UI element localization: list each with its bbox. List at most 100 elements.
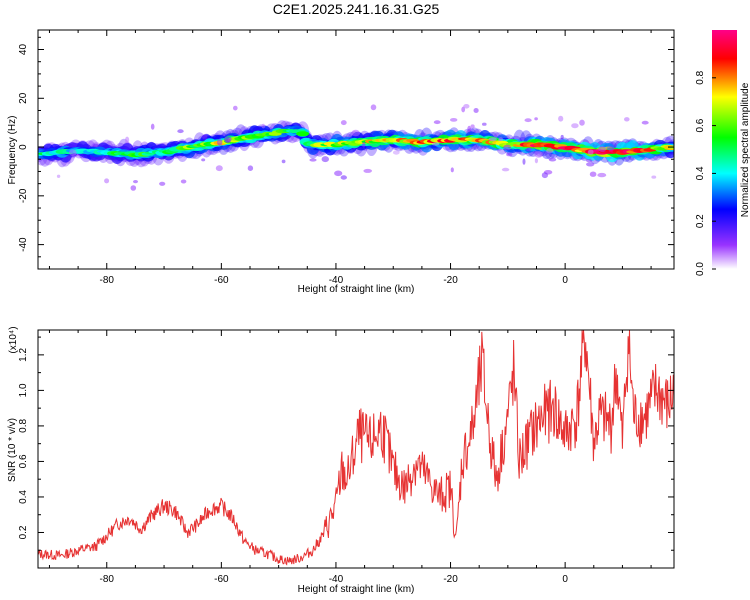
snr-ytick-label: 1.2	[18, 347, 29, 361]
snr-ytick-label: 1.0	[18, 383, 29, 397]
snr-multiplier: (x10⁴)	[8, 326, 19, 353]
heatmap-speck	[546, 148, 554, 154]
heatmap-speck	[534, 158, 539, 164]
heatmap-speck	[587, 149, 594, 155]
heatmap-speck	[133, 180, 138, 184]
heatmap-speck	[503, 144, 512, 151]
heatmap-speck	[281, 159, 286, 164]
heatmap-ytick-label: 20	[18, 92, 29, 104]
heatmap-xlabel: Height of straight line (km)	[298, 284, 415, 295]
heatmap-speck	[470, 124, 475, 129]
heatmap-ytick-label: -40	[18, 237, 29, 252]
heatmap-speck	[450, 118, 458, 122]
snr-series-line	[38, 330, 674, 566]
colorbar-tick-label: 0.6	[695, 118, 706, 132]
snr-ticks: -80 -60 -40 -20 0 0.2 0.4 0.6 0.8 1.0 1.2	[18, 330, 674, 585]
heatmap-speck	[651, 175, 657, 179]
colorbar-label: Normalized spectral amplitude	[740, 82, 750, 217]
heatmap-xtick-label: -20	[443, 275, 458, 286]
colorbar-tick-label: 0.4	[695, 166, 706, 180]
snr-ytick-label: 0.8	[18, 419, 29, 433]
heatmap-xtick-label: -60	[214, 275, 229, 286]
heatmap-speck	[130, 185, 137, 191]
heatmap-speck	[641, 120, 649, 125]
heatmap-speck	[92, 143, 99, 148]
heatmap-speck	[624, 117, 630, 122]
heatmap-speck	[506, 153, 513, 157]
heatmap-speck	[498, 137, 504, 142]
heatmap-speck	[202, 134, 208, 140]
heatmap-speck	[309, 158, 317, 162]
snr-xtick-label: -40	[329, 574, 344, 585]
heatmap-speck	[340, 120, 347, 126]
heatmap-speck	[340, 175, 347, 180]
heatmap-speck	[548, 157, 557, 162]
heatmap-speck	[558, 115, 564, 122]
heatmap-speck	[571, 123, 579, 129]
heatmap-speck	[461, 106, 466, 113]
heatmap-speck	[217, 138, 223, 146]
heatmap-speck	[534, 151, 543, 158]
heatmap-speck	[104, 178, 110, 184]
snr-ytick-label: 0.2	[18, 525, 29, 539]
colorbar-tick-label: 0.0	[695, 262, 706, 276]
colorbar-tick-label: 0.8	[695, 70, 706, 84]
heatmap-speck	[201, 158, 206, 162]
heatmap-speck	[247, 165, 254, 171]
heatmap-speck	[150, 123, 155, 130]
snr-panel: -80 -60 -40 -20 0 0.2 0.4 0.6 0.8 1.0 1.2 Height o…	[7, 326, 675, 595]
snr-ylabel: SNR (10 * v/v)	[7, 418, 18, 482]
snr-xtick-label: -60	[214, 574, 229, 585]
figure-title: C2E1.2025.241.16.31.G25	[273, 1, 440, 17]
heatmap-speck	[463, 104, 470, 109]
heatmap-ytick-label: -20	[18, 188, 29, 203]
heatmap-ylabel: Frequency (Hz)	[7, 116, 18, 185]
heatmap-speck	[473, 108, 479, 113]
colorbar-tick-label: 0.2	[695, 214, 706, 228]
heatmap-panel: -80 -60 -40 -20 0 -40 -20 0 20 40 Height of strai…	[7, 29, 675, 295]
heatmap-speck	[433, 120, 441, 125]
snr-ytick-label: 0.4	[18, 490, 29, 504]
heatmap-speck	[321, 156, 329, 163]
heatmap-speck	[125, 136, 130, 144]
heatmap-speck	[261, 123, 266, 129]
heatmap-speck	[526, 147, 532, 152]
heatmap-speck	[56, 174, 61, 178]
snr-xlabel: Height of straight line (km)	[298, 584, 415, 595]
colorbar-ticks: 0.0 0.2 0.4 0.6 0.8	[695, 70, 716, 276]
heatmap-frame	[37, 29, 675, 270]
heatmap-speck	[225, 138, 231, 143]
heatmap-speck	[541, 172, 549, 179]
heatmap-speck	[534, 117, 538, 121]
heatmap-speck	[467, 125, 472, 133]
heatmap-xtick-label: 0	[562, 275, 568, 286]
heatmap-speck	[450, 167, 454, 173]
snr-ytick-label: 0.6	[18, 454, 29, 468]
heatmap-xtick-label: -40	[329, 275, 344, 286]
heatmap-speck	[501, 167, 510, 172]
heatmap-speck	[362, 141, 366, 148]
heatmap-speck	[586, 162, 595, 167]
heatmap-speck	[579, 119, 585, 126]
heatmap-speck	[488, 137, 497, 142]
heatmap-speck	[560, 134, 564, 140]
heatmap-speck	[522, 158, 526, 165]
heatmap-speck	[370, 104, 377, 111]
heatmap-speck	[215, 165, 223, 172]
colorbar-gradient	[712, 30, 737, 269]
heatmap-ridge	[38, 104, 674, 191]
heatmap-speck	[363, 168, 373, 173]
snr-frame	[37, 329, 675, 569]
heatmap-speck	[586, 159, 593, 163]
heatmap-ytick-label: 0	[18, 144, 29, 150]
heatmap-speck	[606, 146, 615, 151]
heatmap-speck	[180, 179, 187, 184]
heatmap-speck	[597, 172, 607, 178]
heatmap-speck	[233, 105, 238, 111]
heatmap-speck	[69, 149, 77, 156]
heatmap-speck	[177, 129, 184, 134]
snr-xtick-label: -20	[443, 574, 458, 585]
heatmap-speck	[431, 142, 440, 146]
heatmap-speck	[524, 118, 532, 123]
